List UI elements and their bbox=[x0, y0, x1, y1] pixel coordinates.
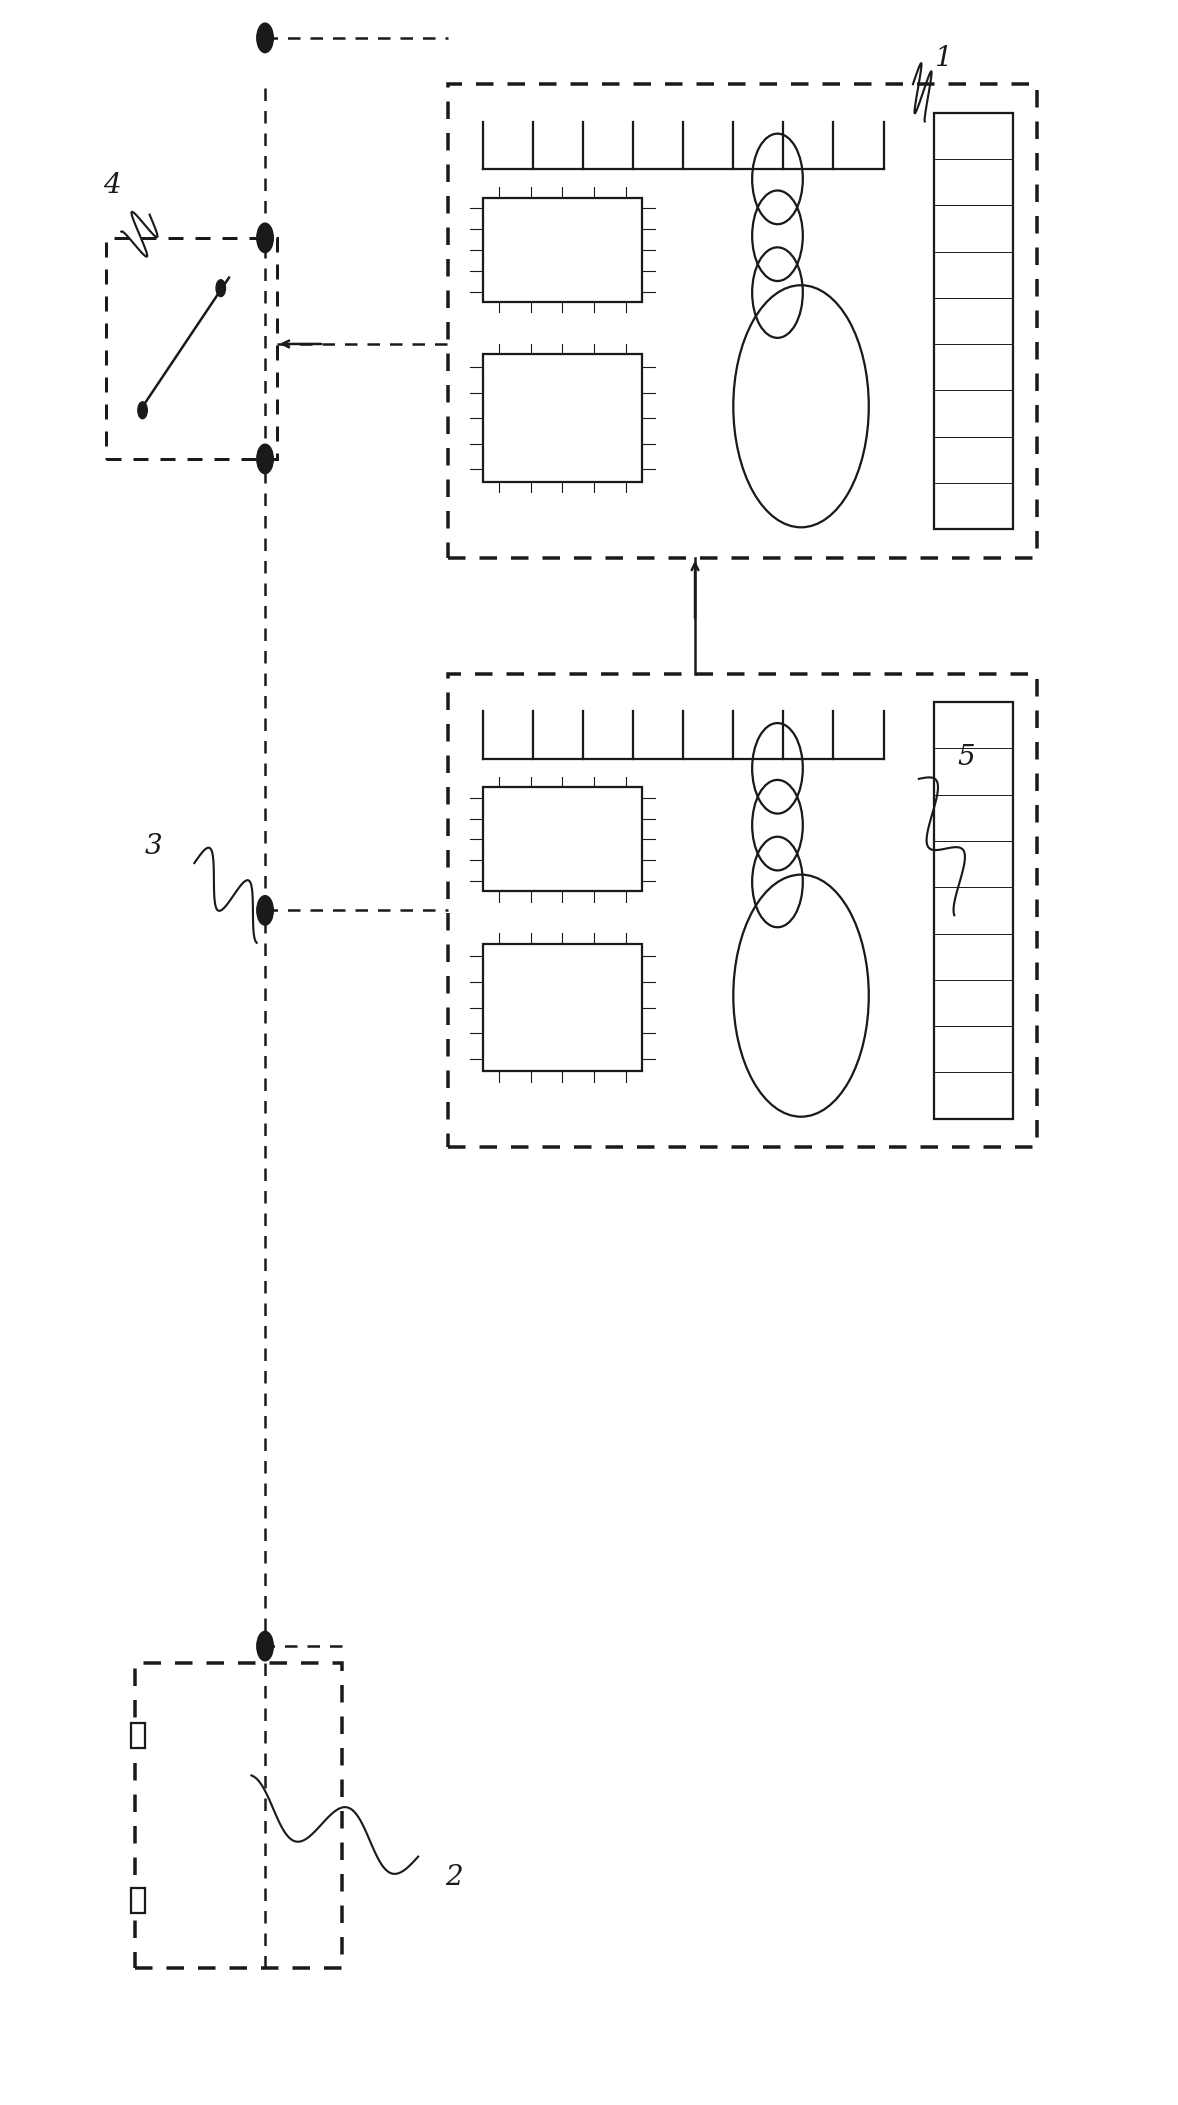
Text: 2: 2 bbox=[445, 1865, 462, 1890]
Circle shape bbox=[138, 402, 147, 419]
Bar bbox=[131, 1724, 145, 1749]
Text: 4: 4 bbox=[104, 173, 120, 198]
Text: 1: 1 bbox=[934, 46, 951, 72]
Bar bbox=[933, 701, 1013, 1120]
Circle shape bbox=[257, 444, 273, 474]
Circle shape bbox=[257, 1631, 273, 1661]
Bar bbox=[135, 1663, 342, 1968]
Circle shape bbox=[257, 897, 273, 924]
Bar bbox=[483, 787, 642, 893]
Bar bbox=[106, 238, 277, 459]
Bar bbox=[483, 943, 642, 1071]
Bar bbox=[448, 674, 1037, 1147]
Bar bbox=[483, 198, 642, 301]
Circle shape bbox=[216, 280, 225, 297]
Text: 5: 5 bbox=[958, 745, 974, 770]
Bar bbox=[448, 84, 1037, 558]
Circle shape bbox=[257, 23, 273, 53]
Bar bbox=[131, 1888, 145, 1913]
Bar bbox=[933, 112, 1013, 530]
Circle shape bbox=[257, 223, 273, 253]
Bar bbox=[483, 354, 642, 482]
Text: 3: 3 bbox=[145, 834, 161, 859]
